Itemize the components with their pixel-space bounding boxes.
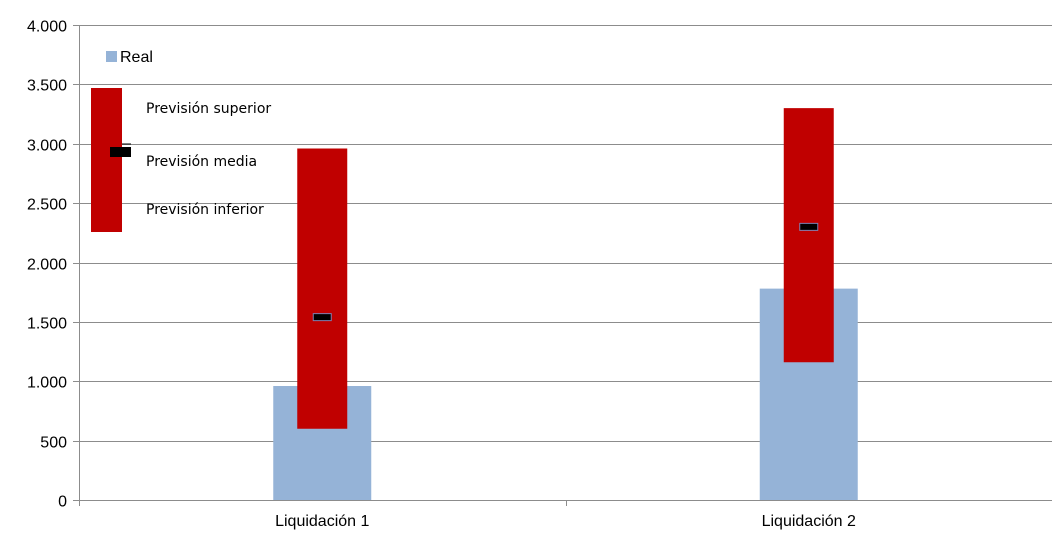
y-tick-labels: 0 500 1.000 1.500 2.000 2.500 3.000 3.500 4.000 (27, 19, 67, 511)
legend-swatch-range (91, 88, 122, 232)
bar-forecast-range (783, 108, 834, 363)
y-tick-label: 1.500 (27, 316, 67, 333)
y-tick-label: 0 (58, 494, 67, 511)
marker-prevision-media (312, 313, 332, 322)
y-tick-label: 500 (40, 435, 67, 452)
legend-swatch-real (106, 51, 117, 62)
y-tick-label: 2.000 (27, 257, 67, 274)
legend-swatch-media (110, 147, 131, 157)
y-tick-label: 3.000 (27, 138, 67, 155)
y-tick-label: 4.000 (27, 19, 67, 36)
legend-label-superior: Previsión superior (146, 101, 271, 117)
x-tick-label: Liquidación 2 (762, 513, 856, 530)
x-tick-label: Liquidación 1 (275, 513, 369, 530)
legend-label-media: Previsión media (146, 154, 257, 170)
x-tick-labels: Liquidación 1 Liquidación 2 (275, 513, 856, 530)
legend: Real Previsión superior Previsión media … (91, 49, 271, 232)
y-tick-label: 1.000 (27, 375, 67, 392)
y-tick-label: 3.500 (27, 78, 67, 95)
legend-label-real: Real (120, 49, 153, 66)
legend-label-inferior: Previsión inferior (146, 202, 264, 218)
y-tick-label: 2.500 (27, 197, 67, 214)
gridlines (79, 25, 1052, 442)
bar-forecast-range (297, 148, 348, 429)
axes (73, 25, 1052, 506)
marker-prevision-media (799, 222, 819, 231)
bars (273, 108, 858, 500)
